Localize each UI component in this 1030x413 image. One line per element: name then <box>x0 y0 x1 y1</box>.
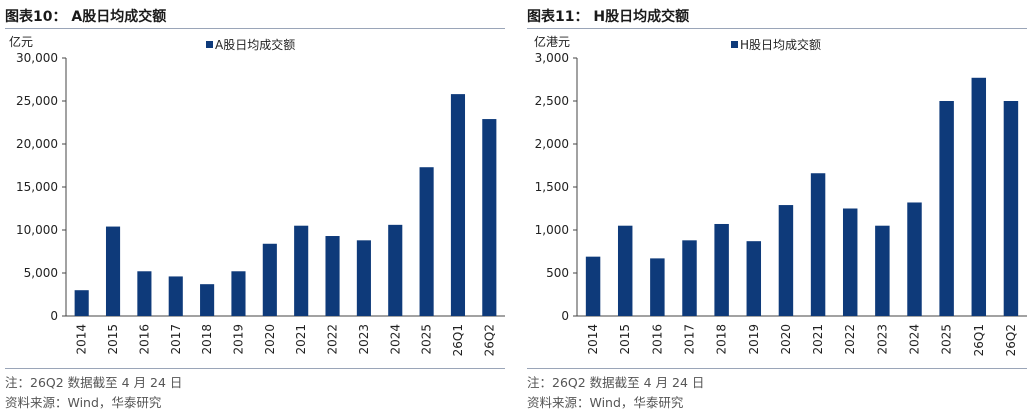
y-axis-unit-label: 亿港元 <box>534 34 570 49</box>
legend: A股日均成交额 <box>206 37 295 52</box>
x-tick-label: 2024 <box>388 324 402 355</box>
chart-title: 图表10： A股日均成交额 <box>5 9 167 25</box>
footer-divider <box>527 368 1027 369</box>
x-tick-label: 2022 <box>326 324 340 355</box>
bar <box>419 167 434 316</box>
x-tick-label: 2023 <box>357 324 371 355</box>
bar <box>325 236 340 316</box>
x-tick-label: 2020 <box>263 324 277 355</box>
x-tick-label: 26Q1 <box>451 324 465 356</box>
bar <box>262 243 277 316</box>
title-divider <box>527 28 1027 29</box>
bar <box>810 173 826 316</box>
bar <box>168 276 183 316</box>
y-axis-unit-label: 亿元 <box>9 34 33 49</box>
bar <box>778 205 794 316</box>
x-tick-label: 2020 <box>779 324 793 355</box>
x-tick-label: 2021 <box>294 324 308 355</box>
x-tick-label: 2014 <box>586 324 600 355</box>
y-tick-label: 0 <box>561 309 569 323</box>
bar <box>450 94 466 317</box>
bar <box>74 290 89 316</box>
x-tick-label: 2014 <box>75 324 89 355</box>
bar <box>105 226 121 316</box>
title-divider <box>5 28 505 29</box>
bar <box>585 256 601 316</box>
chart-note: 注：26Q2 数据截至 4 月 24 日 <box>5 375 183 390</box>
chart-panel-a-shares: 图表10： A股日均成交额 亿元 A股日均成交额 0 5,000 10,000 15,00… <box>5 0 513 413</box>
x-tick-label: 2019 <box>747 324 761 355</box>
y-tick-label: 15,000 <box>16 180 58 194</box>
a-share-bar-chart: 亿元 A股日均成交额 0 5,000 10,000 15,000 20,000 25,000 3… <box>9 34 505 356</box>
y-tick-label: 500 <box>546 266 569 280</box>
y-tick-label: 5,000 <box>24 266 58 280</box>
bar <box>746 241 762 316</box>
bar <box>1003 101 1019 316</box>
footer-divider <box>5 368 505 369</box>
x-tick-label: 2017 <box>683 324 697 355</box>
x-tick-label: 2025 <box>940 324 954 355</box>
x-tick-label: 2016 <box>650 324 664 355</box>
x-tick-label: 2018 <box>715 324 729 355</box>
chart-note: 注：26Q2 数据截至 4 月 24 日 <box>527 375 705 390</box>
bar <box>137 271 152 316</box>
bar <box>682 240 697 316</box>
x-tick-label: 2025 <box>420 324 434 355</box>
legend-label: A股日均成交额 <box>215 37 295 52</box>
bar <box>294 225 309 316</box>
bar <box>231 271 246 316</box>
chart-source: 资料来源：Wind，华泰研究 <box>527 395 684 410</box>
legend-swatch <box>731 41 738 48</box>
bar <box>939 101 954 316</box>
bar <box>388 224 403 316</box>
y-tick-label: 1,000 <box>535 223 569 237</box>
x-tick-label: 2019 <box>231 324 245 355</box>
x-tick-label: 2016 <box>137 324 151 355</box>
x-tick-label: 26Q2 <box>1004 324 1018 356</box>
bar <box>875 225 890 316</box>
bar <box>356 240 371 316</box>
y-tick-label: 30,000 <box>16 51 58 65</box>
x-tick-label: 2018 <box>200 324 214 355</box>
x-tick-label: 26Q1 <box>972 324 986 356</box>
y-tick-label: 20,000 <box>16 137 58 151</box>
bar <box>650 258 665 316</box>
bar <box>617 225 633 316</box>
bar <box>907 202 922 316</box>
x-tick-label: 26Q2 <box>482 324 496 356</box>
y-tick-label: 10,000 <box>16 223 58 237</box>
x-tick-label: 2015 <box>106 324 120 355</box>
x-tick-label: 2015 <box>618 324 632 355</box>
y-tick-label: 2,000 <box>535 137 569 151</box>
y-tick-label: 25,000 <box>16 94 58 108</box>
bar <box>482 119 497 316</box>
x-tick-label: 2017 <box>169 324 183 355</box>
x-tick-label: 2024 <box>908 324 922 355</box>
bar <box>971 77 987 316</box>
bar <box>200 284 215 316</box>
x-tick-label: 2023 <box>875 324 889 355</box>
x-tick-label: 2022 <box>843 324 857 355</box>
y-tick-label: 2,500 <box>535 94 569 108</box>
y-tick-label: 1,500 <box>535 180 569 194</box>
h-share-bar-chart: 亿港元 H股日均成交额 0 500 1,000 1,500 2,000 2,500 3,000 2… <box>534 34 1027 356</box>
legend-swatch <box>206 41 213 48</box>
legend-label: H股日均成交额 <box>740 37 821 52</box>
chart-source: 资料来源：Wind，华泰研究 <box>5 395 162 410</box>
chart-panel-h-shares: 图表11： H股日均成交额 亿港元 H股日均成交额 0 500 1,000 1,500 2,… <box>527 0 1030 413</box>
bar <box>714 223 729 316</box>
y-tick-label: 3,000 <box>535 51 569 65</box>
bar <box>842 208 858 316</box>
x-tick-label: 2021 <box>811 324 825 355</box>
legend: H股日均成交额 <box>731 37 821 52</box>
chart-title: 图表11： H股日均成交额 <box>527 9 690 25</box>
y-tick-label: 0 <box>50 309 58 323</box>
